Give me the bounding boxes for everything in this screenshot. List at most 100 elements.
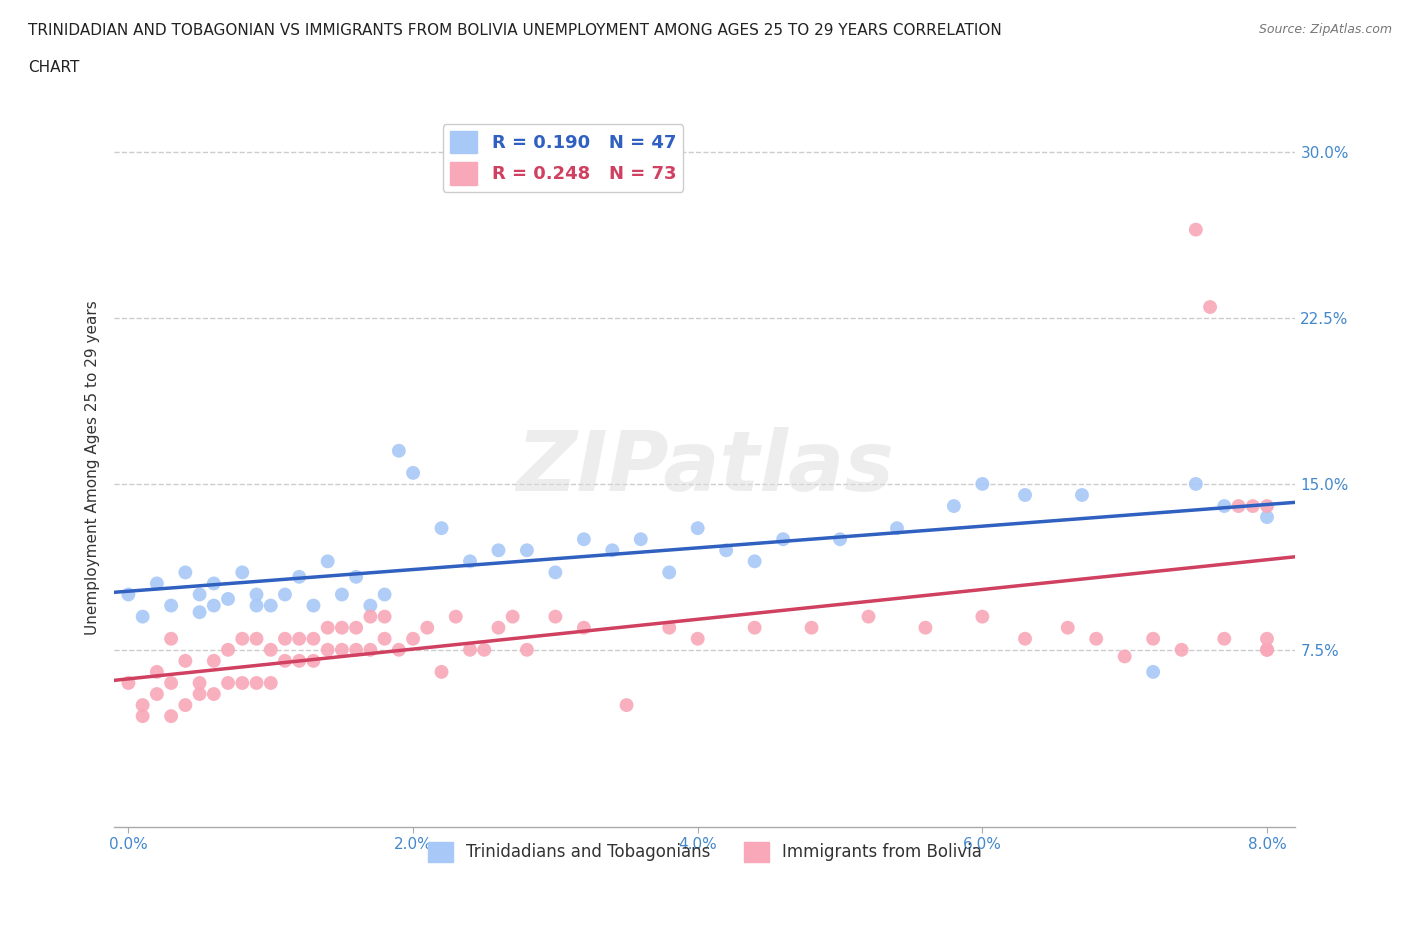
Point (1241, 498, 1264, 513)
Point (686, 631, 709, 646)
Point (800, 620, 823, 635)
Point (544, 565, 567, 579)
Point (744, 620, 766, 635)
Point (828, 532, 851, 547)
Point (402, 465, 425, 480)
Point (160, 675, 183, 690)
Point (231, 675, 253, 690)
Point (1014, 487, 1036, 502)
Point (1185, 476, 1208, 491)
Point (1213, 631, 1236, 646)
Point (359, 609, 381, 624)
Point (472, 643, 495, 658)
Point (231, 565, 253, 579)
Point (188, 675, 211, 690)
Point (359, 643, 381, 658)
Point (616, 698, 638, 712)
Point (188, 587, 211, 602)
Point (217, 591, 239, 606)
Point (1199, 299, 1222, 314)
Point (217, 675, 239, 690)
Point (174, 654, 197, 669)
Point (502, 609, 524, 624)
Point (359, 598, 381, 613)
Point (288, 569, 311, 584)
Point (1227, 498, 1250, 513)
Point (914, 620, 936, 635)
Point (972, 609, 994, 624)
Point (202, 654, 225, 669)
Point (1256, 643, 1278, 658)
Point (572, 620, 595, 635)
Point (260, 598, 283, 613)
Point (374, 609, 396, 624)
Point (458, 554, 481, 569)
Point (260, 643, 283, 658)
Point (602, 543, 624, 558)
Point (388, 643, 411, 658)
Point (1170, 643, 1192, 658)
Point (174, 565, 197, 579)
Point (516, 543, 538, 558)
Point (1256, 510, 1278, 525)
Point (174, 698, 197, 712)
Point (160, 598, 183, 613)
Point (344, 569, 367, 584)
Point (274, 587, 297, 602)
Point (131, 698, 153, 712)
Point (117, 587, 139, 602)
Point (1085, 631, 1108, 646)
Legend: Trinidadians and Tobagonians, Immigrants from Bolivia: Trinidadians and Tobagonians, Immigrants… (420, 835, 988, 869)
Point (202, 686, 225, 701)
Point (274, 654, 297, 669)
Point (1114, 649, 1136, 664)
Point (260, 675, 283, 690)
Point (160, 631, 183, 646)
Point (858, 609, 880, 624)
Point (344, 643, 367, 658)
Point (1185, 222, 1208, 237)
Point (302, 654, 325, 669)
Point (772, 532, 794, 547)
Point (1056, 620, 1078, 635)
Point (316, 620, 339, 635)
Point (1256, 498, 1278, 513)
Point (430, 664, 453, 679)
Point (316, 554, 339, 569)
Point (1142, 664, 1164, 679)
Point (516, 643, 538, 658)
Point (430, 521, 453, 536)
Point (188, 604, 211, 619)
Text: Source: ZipAtlas.com: Source: ZipAtlas.com (1258, 23, 1392, 36)
Point (330, 587, 353, 602)
Point (231, 631, 253, 646)
Point (245, 631, 267, 646)
Point (1142, 631, 1164, 646)
Point (658, 565, 681, 579)
Text: TRINIDADIAN AND TOBAGONIAN VS IMMIGRANTS FROM BOLIVIA UNEMPLOYMENT AMONG AGES 25: TRINIDADIAN AND TOBAGONIAN VS IMMIGRANTS… (28, 23, 1002, 38)
Point (886, 521, 908, 536)
Point (416, 620, 439, 635)
Point (374, 631, 396, 646)
Point (488, 620, 510, 635)
Point (302, 598, 325, 613)
Point (146, 664, 169, 679)
Point (160, 709, 183, 724)
Point (330, 643, 353, 658)
Point (117, 675, 139, 690)
Point (458, 643, 481, 658)
Point (344, 620, 367, 635)
Text: CHART: CHART (28, 60, 80, 75)
Point (302, 631, 325, 646)
Point (245, 587, 267, 602)
Point (1014, 631, 1036, 646)
Point (572, 532, 595, 547)
Point (288, 654, 311, 669)
Point (686, 521, 709, 536)
Point (131, 609, 153, 624)
Text: ZIPatlas: ZIPatlas (516, 427, 894, 508)
Point (630, 532, 652, 547)
Point (374, 587, 396, 602)
Point (245, 598, 267, 613)
Point (1071, 487, 1094, 502)
